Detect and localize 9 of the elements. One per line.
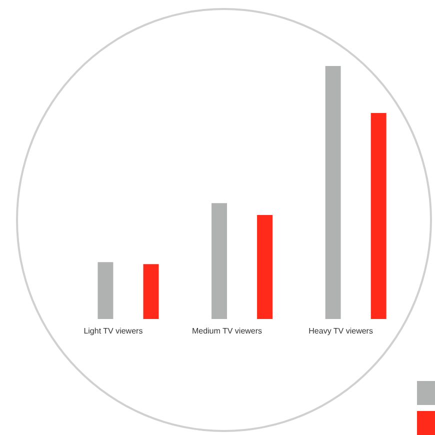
bar	[370, 113, 386, 319]
x-tick-label: Heavy TV viewers	[308, 326, 373, 336]
bar	[143, 264, 159, 319]
bar	[257, 215, 273, 319]
bar	[212, 203, 227, 319]
x-tick-label: Light TV viewers	[84, 326, 143, 336]
bar	[325, 66, 341, 319]
bar	[98, 262, 114, 319]
x-tick-label: Medium TV viewers	[192, 326, 262, 336]
